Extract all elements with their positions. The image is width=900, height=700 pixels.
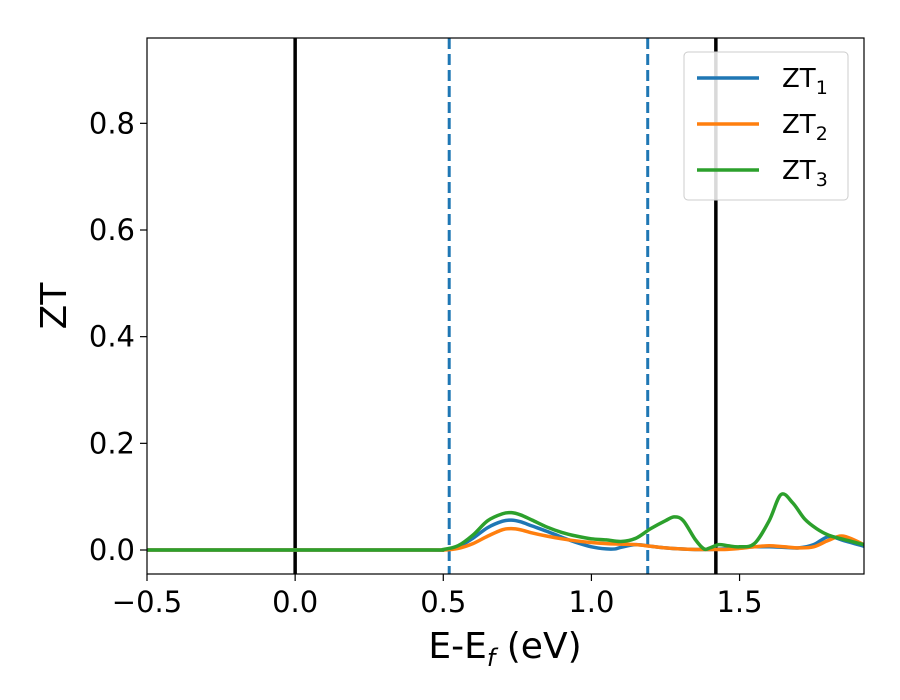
- y-tick-label: 0.6: [89, 213, 135, 247]
- x-axis-ticks: −0.5 0.0 0.5 1.0 1.5: [112, 574, 763, 619]
- y-tick-label: 0.4: [89, 320, 135, 354]
- legend-label-zt1: ZT1: [782, 64, 828, 99]
- plot-frame: [146, 37, 865, 575]
- y-tick-label: 0.2: [89, 426, 135, 460]
- legend: ZT1 ZT2 ZT3: [683, 51, 849, 201]
- y-axis-ticks: 0.0 0.2 0.4 0.6 0.8: [89, 106, 147, 567]
- legend-label-zt3: ZT3: [782, 156, 828, 191]
- y-tick-label: 0.8: [89, 106, 135, 140]
- x-tick-label: −0.5: [112, 585, 182, 619]
- x-tick-label: 0.5: [420, 585, 466, 619]
- series-line-zt2: [147, 526, 864, 552]
- legend-box: [683, 51, 849, 201]
- series-line-zt3: [147, 492, 864, 552]
- series-lines: [147, 492, 864, 552]
- legend-label-zt2: ZT2: [782, 110, 828, 145]
- x-tick-label: 1.5: [716, 585, 762, 619]
- y-tick-label: 0.0: [89, 533, 135, 567]
- y-axis-title: ZT: [34, 282, 75, 330]
- x-axis-title: E-Ef (eV): [428, 626, 581, 672]
- x-tick-label: 0.0: [272, 585, 318, 619]
- x-tick-label: 1.0: [568, 585, 614, 619]
